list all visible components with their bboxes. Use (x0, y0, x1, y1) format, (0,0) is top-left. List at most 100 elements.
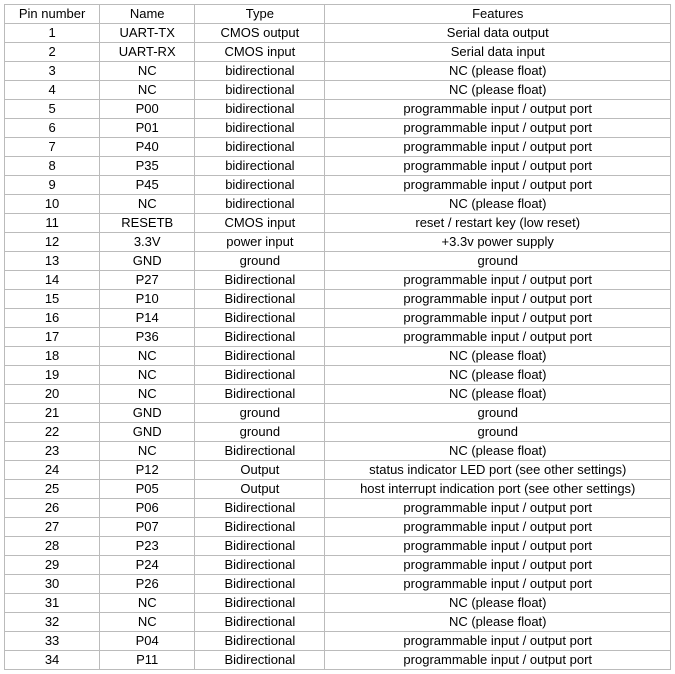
table-cell: P10 (100, 290, 195, 309)
table-cell: P11 (100, 651, 195, 670)
table-cell: NC (please float) (325, 366, 671, 385)
table-cell: 23 (5, 442, 100, 461)
table-cell: P05 (100, 480, 195, 499)
table-row: 16P14Bidirectionalprogrammable input / o… (5, 309, 671, 328)
table-cell: programmable input / output port (325, 138, 671, 157)
table-cell: NC (100, 594, 195, 613)
table-cell: Bidirectional (195, 537, 325, 556)
table-row: 32NCBidirectionalNC (please float) (5, 613, 671, 632)
table-row: 28P23Bidirectionalprogrammable input / o… (5, 537, 671, 556)
table-cell: P14 (100, 309, 195, 328)
table-cell: 29 (5, 556, 100, 575)
table-cell: NC (100, 195, 195, 214)
table-cell: reset / restart key (low reset) (325, 214, 671, 233)
table-cell: UART-TX (100, 24, 195, 43)
table-cell: ground (195, 252, 325, 271)
table-cell: 16 (5, 309, 100, 328)
table-cell: 2 (5, 43, 100, 62)
table-cell: programmable input / output port (325, 499, 671, 518)
table-cell: Bidirectional (195, 309, 325, 328)
table-cell: NC (please float) (325, 594, 671, 613)
table-row: 30P26Bidirectionalprogrammable input / o… (5, 575, 671, 594)
table-cell: power input (195, 233, 325, 252)
table-cell: bidirectional (195, 100, 325, 119)
table-cell: NC (please float) (325, 442, 671, 461)
table-cell: P06 (100, 499, 195, 518)
table-cell: programmable input / output port (325, 632, 671, 651)
table-cell: 27 (5, 518, 100, 537)
table-cell: P35 (100, 157, 195, 176)
table-cell: Bidirectional (195, 442, 325, 461)
table-cell: P40 (100, 138, 195, 157)
table-cell: bidirectional (195, 195, 325, 214)
table-cell: bidirectional (195, 81, 325, 100)
table-row: 8P35bidirectionalprogrammable input / ou… (5, 157, 671, 176)
table-row: 3NCbidirectionalNC (please float) (5, 62, 671, 81)
table-cell: NC (please float) (325, 81, 671, 100)
table-cell: P26 (100, 575, 195, 594)
table-cell: NC (100, 81, 195, 100)
table-cell: programmable input / output port (325, 328, 671, 347)
table-cell: P12 (100, 461, 195, 480)
table-cell: Bidirectional (195, 613, 325, 632)
table-cell: 34 (5, 651, 100, 670)
table-cell: 9 (5, 176, 100, 195)
table-cell: 7 (5, 138, 100, 157)
table-cell: Bidirectional (195, 271, 325, 290)
table-row: 29P24Bidirectionalprogrammable input / o… (5, 556, 671, 575)
table-row: 5P00bidirectionalprogrammable input / ou… (5, 100, 671, 119)
table-row: 15P10Bidirectionalprogrammable input / o… (5, 290, 671, 309)
table-cell: 26 (5, 499, 100, 518)
table-cell: CMOS input (195, 43, 325, 62)
table-cell: programmable input / output port (325, 537, 671, 556)
table-cell: programmable input / output port (325, 271, 671, 290)
table-cell: 13 (5, 252, 100, 271)
table-cell: 32 (5, 613, 100, 632)
table-row: 10NCbidirectionalNC (please float) (5, 195, 671, 214)
table-row: 31NCBidirectionalNC (please float) (5, 594, 671, 613)
table-cell: 24 (5, 461, 100, 480)
table-row: 20NCBidirectionalNC (please float) (5, 385, 671, 404)
table-cell: 17 (5, 328, 100, 347)
table-cell: 28 (5, 537, 100, 556)
table-cell: NC (100, 366, 195, 385)
table-cell: P23 (100, 537, 195, 556)
table-cell: Bidirectional (195, 290, 325, 309)
table-cell: 3.3V (100, 233, 195, 252)
header-row: Pin number Name Type Features (5, 5, 671, 24)
table-cell: programmable input / output port (325, 176, 671, 195)
table-cell: CMOS output (195, 24, 325, 43)
table-row: 21GNDgroundground (5, 404, 671, 423)
table-cell: 20 (5, 385, 100, 404)
table-cell: GND (100, 252, 195, 271)
table-cell: bidirectional (195, 176, 325, 195)
table-cell: programmable input / output port (325, 651, 671, 670)
table-cell: ground (195, 404, 325, 423)
table-cell: 15 (5, 290, 100, 309)
table-cell: GND (100, 404, 195, 423)
table-cell: status indicator LED port (see other set… (325, 461, 671, 480)
table-row: 23NCBidirectionalNC (please float) (5, 442, 671, 461)
header-type: Type (195, 5, 325, 24)
table-cell: 4 (5, 81, 100, 100)
table-cell: Output (195, 480, 325, 499)
table-row: 27P07Bidirectionalprogrammable input / o… (5, 518, 671, 537)
table-cell: 14 (5, 271, 100, 290)
table-cell: 3 (5, 62, 100, 81)
table-cell: NC (please float) (325, 613, 671, 632)
table-row: 1UART-TXCMOS outputSerial data output (5, 24, 671, 43)
table-row: 33P04Bidirectionalprogrammable input / o… (5, 632, 671, 651)
table-cell: NC (100, 442, 195, 461)
table-cell: bidirectional (195, 119, 325, 138)
table-cell: Serial data output (325, 24, 671, 43)
header-features: Features (325, 5, 671, 24)
table-cell: 22 (5, 423, 100, 442)
table-cell: Bidirectional (195, 575, 325, 594)
table-row: 22GNDgroundground (5, 423, 671, 442)
table-cell: Bidirectional (195, 632, 325, 651)
table-cell: 10 (5, 195, 100, 214)
table-cell: CMOS input (195, 214, 325, 233)
table-cell: 5 (5, 100, 100, 119)
table-cell: 31 (5, 594, 100, 613)
table-cell: 6 (5, 119, 100, 138)
